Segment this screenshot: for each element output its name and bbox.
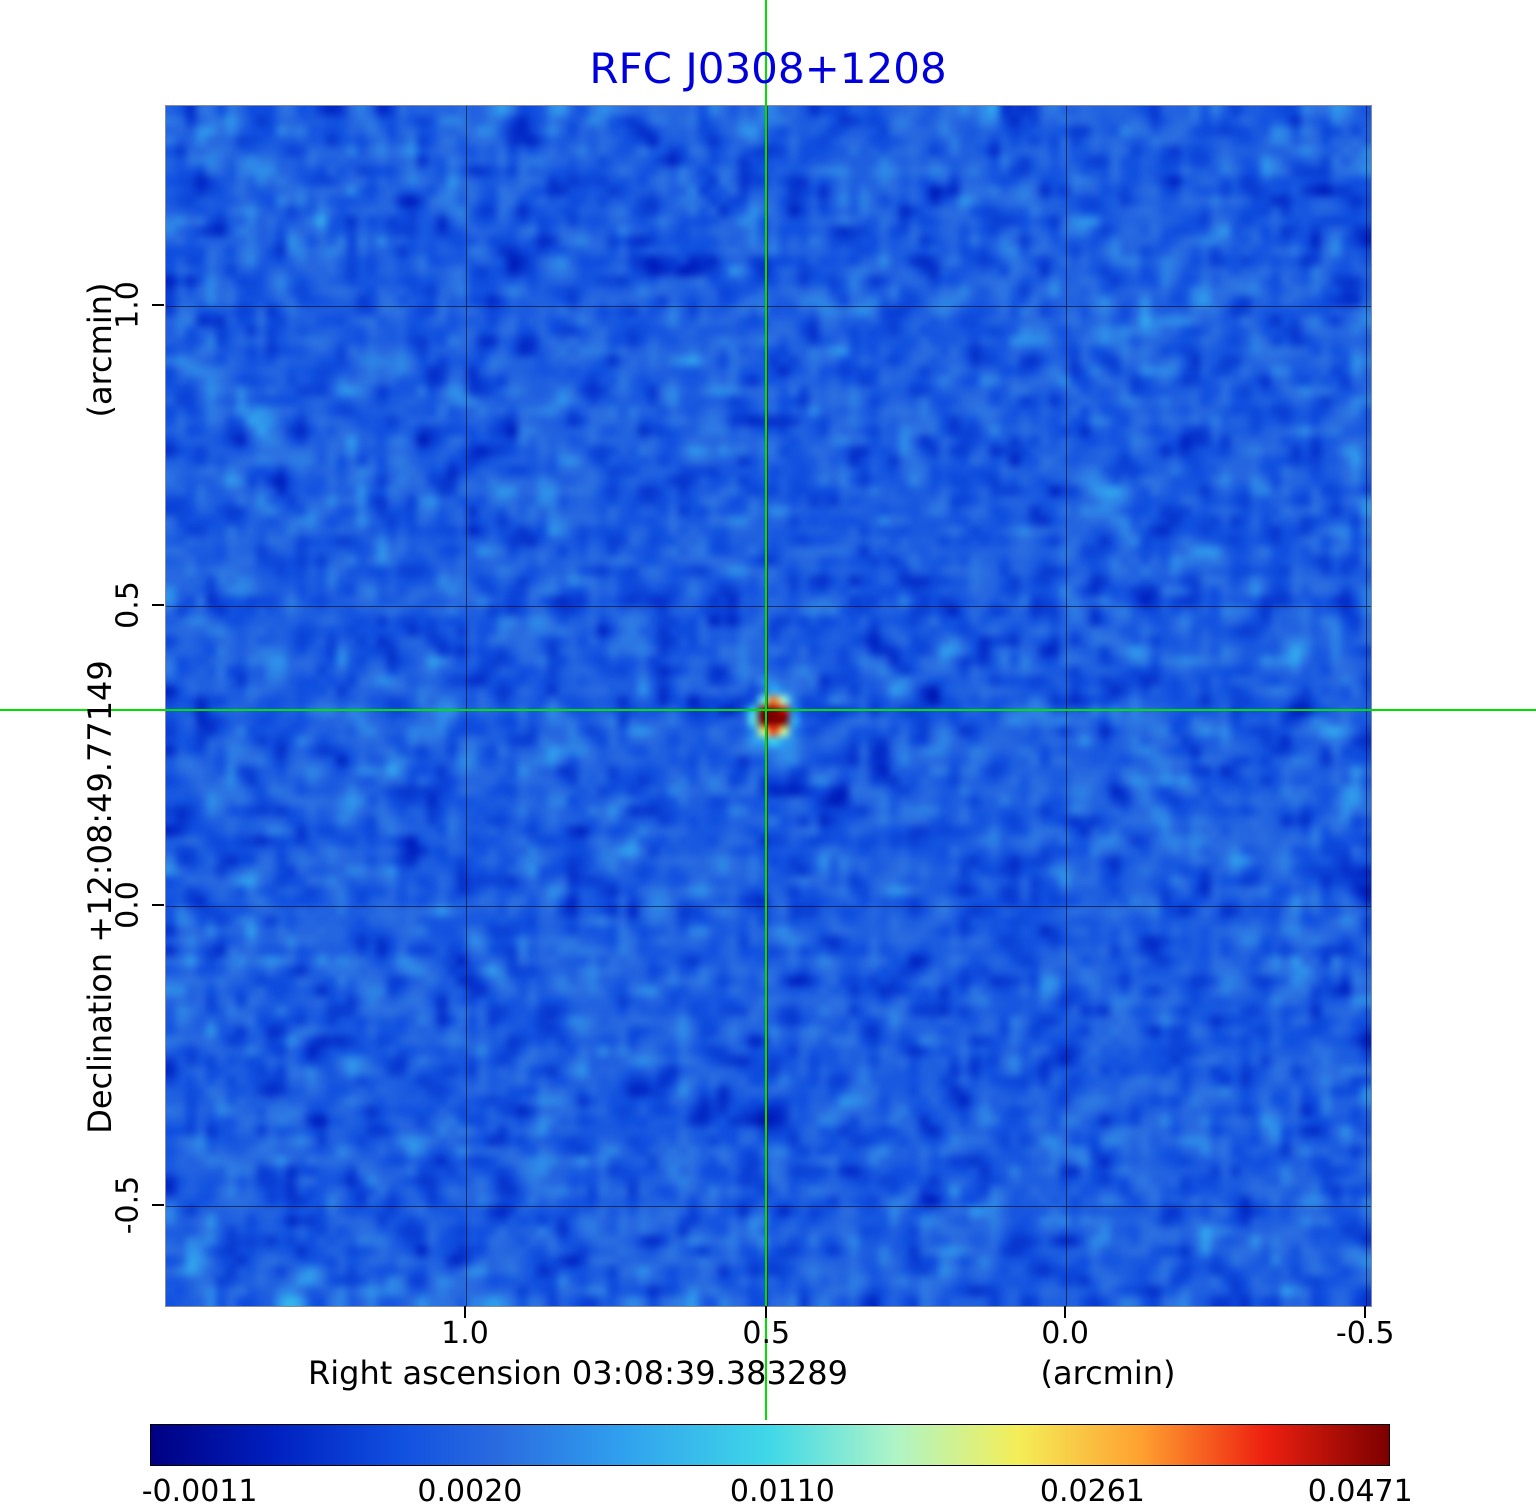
- x-tick-mark: [765, 1306, 768, 1318]
- y-tick-mark: [152, 604, 164, 607]
- y-tick-mark: [152, 304, 164, 307]
- colorbar-label: 0.0471: [1307, 1474, 1413, 1509]
- crosshair-horizontal-line: [0, 708, 1536, 711]
- sky-map-plot: [165, 105, 1372, 1307]
- intensity-map-canvas: [166, 106, 1371, 1306]
- grid-line-vertical: [465, 106, 467, 1306]
- grid-line-horizontal: [166, 305, 1371, 307]
- x-axis-unit: (arcmin): [1040, 1354, 1176, 1392]
- x-tick-label: 1.0: [441, 1316, 489, 1351]
- x-tick-label: 0.0: [1041, 1316, 1089, 1351]
- y-tick-mark: [152, 1204, 164, 1207]
- colorbar-label: 0.0020: [417, 1474, 523, 1509]
- y-tick-label: -0.5: [110, 1176, 146, 1235]
- y-tick-label: 0.5: [110, 581, 146, 630]
- grid-line-vertical: [1365, 106, 1367, 1306]
- y-tick-label: 1.0: [110, 281, 146, 330]
- grid-line-horizontal: [166, 605, 1371, 607]
- y-tick-label: 0.0: [110, 881, 146, 930]
- colorbar-label: 0.0261: [1039, 1474, 1145, 1509]
- x-tick-mark: [1064, 1306, 1067, 1318]
- grid-line-vertical: [766, 106, 768, 1306]
- grid-line-horizontal: [166, 1205, 1371, 1207]
- x-tick-mark: [464, 1306, 467, 1318]
- grid-line-vertical: [1065, 106, 1067, 1306]
- y-tick-mark: [152, 904, 164, 907]
- grid-line-horizontal: [166, 905, 1371, 907]
- colorbar-label: 0.0110: [729, 1474, 835, 1509]
- colorbar: [150, 1424, 1390, 1466]
- x-tick-label: 0.5: [742, 1316, 791, 1351]
- x-axis-title: Right ascension 03:08:39.383289: [308, 1354, 848, 1392]
- figure-title: RFC J0308+1208: [589, 44, 947, 93]
- colorbar-label: -0.0011: [141, 1474, 258, 1509]
- x-tick-mark: [1364, 1306, 1367, 1318]
- x-tick-label: -0.5: [1335, 1316, 1395, 1351]
